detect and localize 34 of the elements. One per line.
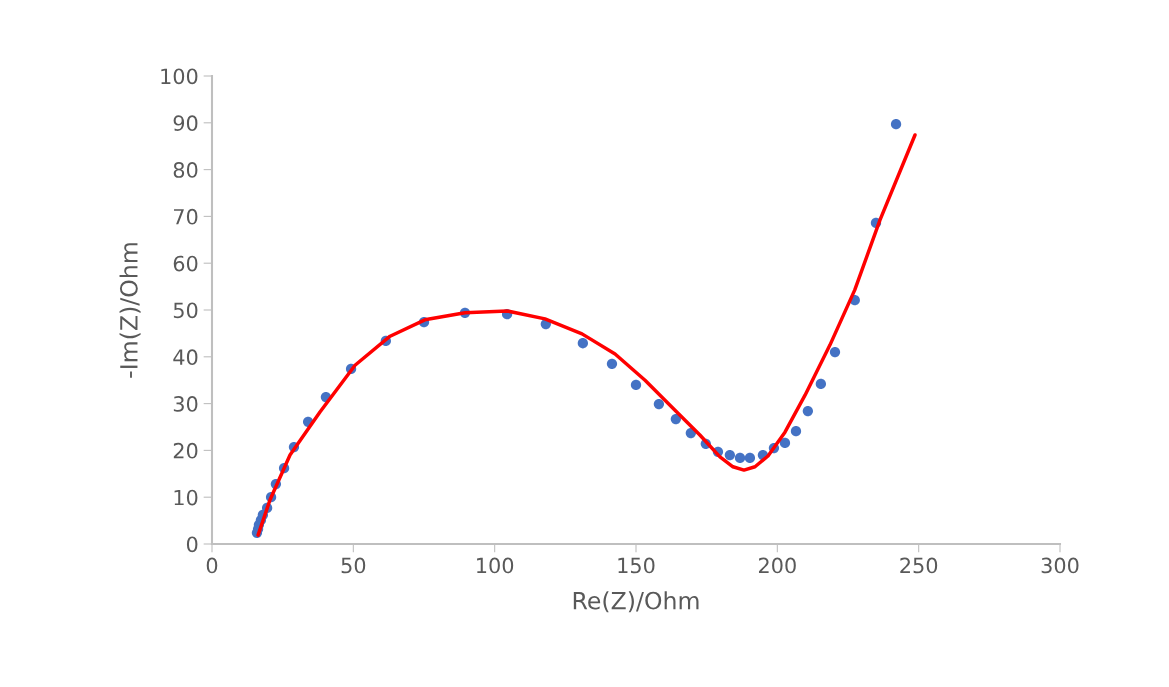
y-tick-label: 30 <box>173 396 198 412</box>
y-tick-label: 90 <box>173 115 198 132</box>
y-tick-label: 80 <box>173 162 198 178</box>
x-axis-title: Re(Z)/Ohm <box>573 591 699 613</box>
x-tick-label: 50 <box>341 557 366 574</box>
point <box>779 437 791 449</box>
point <box>630 379 642 391</box>
point <box>790 426 802 437</box>
y-tick-label: 40 <box>173 349 198 366</box>
point <box>724 449 735 461</box>
y-tick-label: 0 <box>186 536 198 553</box>
x-tick-label: 100 <box>477 557 514 574</box>
x-tick-label: 300 <box>1041 557 1079 574</box>
point <box>606 358 618 369</box>
point <box>890 119 902 130</box>
y-axis-title: -Im(Z)/Ohm <box>119 243 141 378</box>
point <box>829 346 841 358</box>
x-tick-label: 200 <box>758 557 796 574</box>
y-tick-label: 20 <box>173 442 198 459</box>
point <box>802 405 814 417</box>
y-tick-label: 10 <box>174 489 198 506</box>
point <box>815 378 827 390</box>
point <box>734 452 746 464</box>
x-tick-label: 0 <box>206 557 218 574</box>
y-tick-label: 70 <box>174 208 198 225</box>
x-tick-label: 150 <box>618 557 655 574</box>
y-tick-label: 100 <box>161 68 198 85</box>
point <box>577 338 589 349</box>
y-tick-label: 50 <box>173 302 198 319</box>
x-tick-label: 250 <box>900 557 938 574</box>
point <box>670 413 682 425</box>
point <box>653 398 665 410</box>
y-tick-label: 60 <box>173 255 198 272</box>
point <box>744 452 756 464</box>
